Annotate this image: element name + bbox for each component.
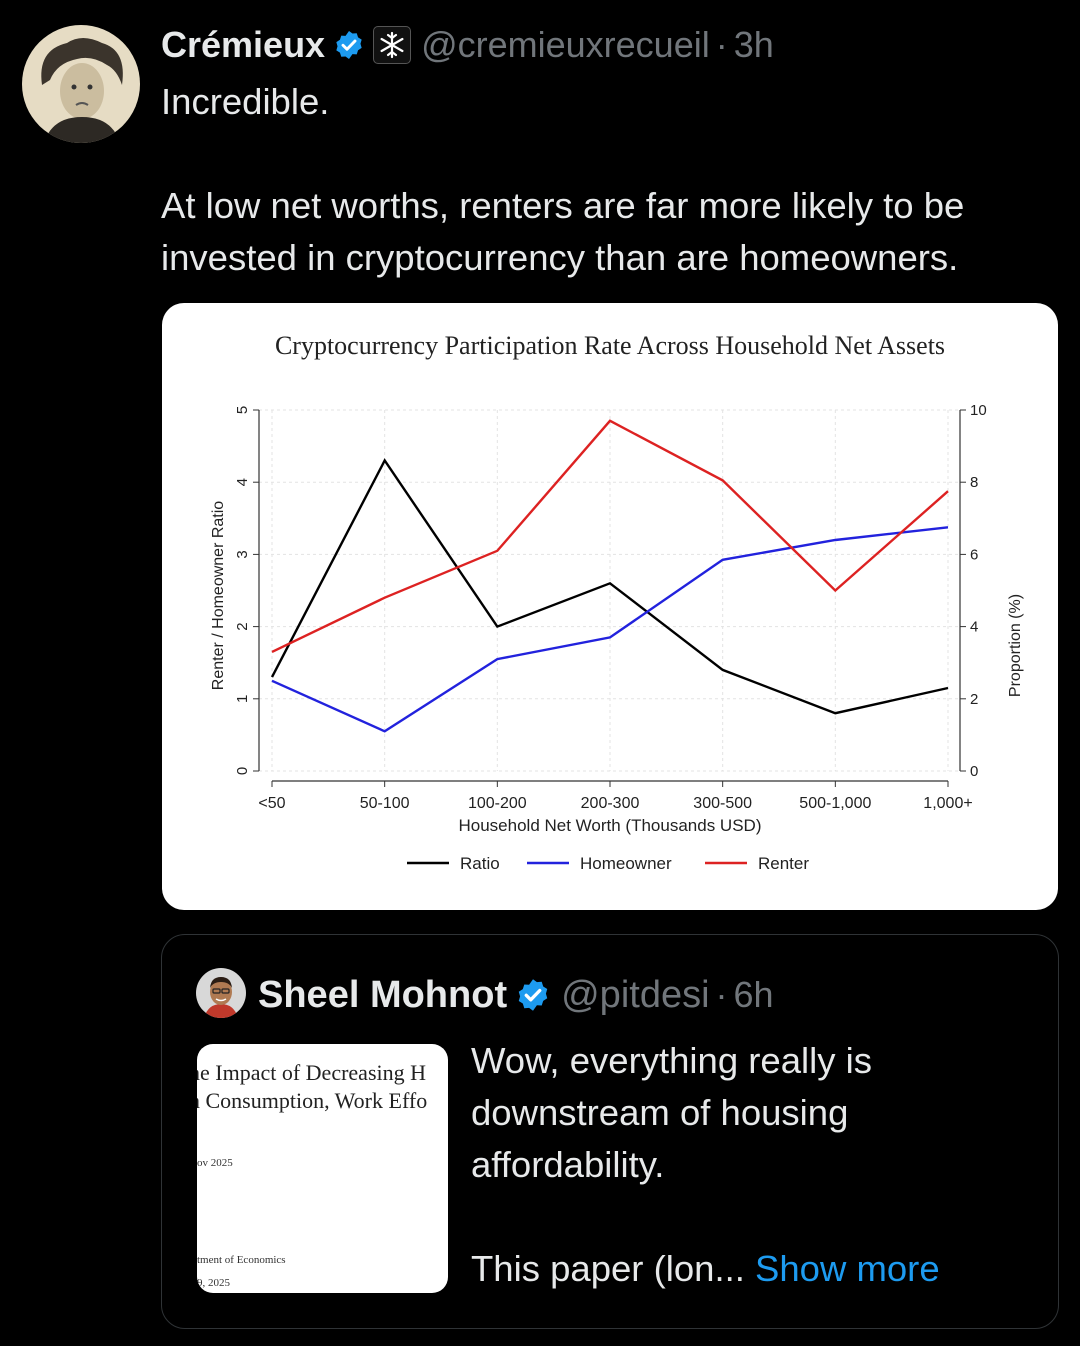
quoted-tweet[interactable]: Sheel Mohnot @pitdesi · 6h he Impact of … — [161, 934, 1059, 1329]
series-line-homeowner — [271, 526, 949, 733]
author-name[interactable]: Crémieux — [161, 24, 326, 65]
separator-dot: · — [715, 24, 728, 65]
paper-thumbnail[interactable]: he Impact of Decreasing H n Consumption,… — [197, 1044, 448, 1293]
line-chart: Cryptocurrency Participation Rate Across… — [210, 331, 1024, 873]
y-tick-label-left: 4 — [234, 478, 251, 486]
thumbnail-date: ov 2025 — [197, 1157, 233, 1169]
x-axis-label: Household Net Worth (Thousands USD) — [459, 816, 762, 835]
author-handle[interactable]: @cremieuxrecueil — [421, 24, 710, 65]
y-axis-label-right: Proportion (%) — [1007, 594, 1024, 697]
y-tick-label-left: 5 — [234, 406, 251, 414]
show-more-link[interactable]: Show more — [755, 1248, 940, 1289]
thumbnail-date-2: 9, 2025 — [197, 1277, 230, 1289]
y-tick-label-right: 4 — [970, 619, 978, 636]
y-tick-label-left: 3 — [234, 550, 251, 558]
y-tick-label-left: 2 — [234, 622, 251, 630]
thumbnail-title-line-1: he Impact of Decreasing H — [197, 1060, 427, 1085]
chart-title: Cryptocurrency Participation Rate Across… — [275, 331, 945, 360]
x-tick-label: 500-1,000 — [799, 795, 871, 812]
y-tick-label-right: 10 — [970, 402, 987, 419]
x-tick-label: 200-300 — [581, 795, 640, 812]
y-tick-label-left: 0 — [234, 767, 251, 775]
series-line-ratio — [270, 458, 949, 715]
tweet-timestamp[interactable]: 3h — [733, 24, 774, 65]
x-tick-label: 1,000+ — [923, 795, 972, 812]
x-tick-label: 300-500 — [693, 795, 752, 812]
y-tick-label-right: 6 — [970, 546, 978, 563]
legend-label-homeowner: Homeowner — [580, 854, 672, 873]
x-tick-label: 100-200 — [468, 795, 527, 812]
quoted-author-avatar[interactable] — [196, 968, 246, 1018]
y-tick-label-left: 1 — [234, 695, 251, 703]
quoted-tweet-body: Wow, everything really is downstream of … — [471, 1040, 872, 1289]
chart-image[interactable]: Cryptocurrency Participation Rate Across… — [162, 303, 1058, 910]
quoted-tweet-header: Sheel Mohnot @pitdesi · 6h — [258, 971, 774, 1019]
thumbnail-title-line-2: n Consumption, Work Effo — [197, 1088, 428, 1113]
quoted-tweet-text: Wow, everything really is downstream of … — [471, 1035, 1031, 1295]
tweet-text: Incredible. At low net worths, renters a… — [161, 81, 965, 278]
snowflake-affiliation-icon[interactable] — [373, 26, 412, 64]
thumbnail-department: tment of Economics — [197, 1254, 286, 1266]
quoted-tweet-timestamp[interactable]: 6h — [733, 974, 774, 1015]
verified-badge-icon[interactable] — [515, 977, 551, 1013]
x-tick-label: <50 — [258, 795, 285, 812]
y-tick-label-right: 0 — [970, 763, 978, 780]
separator-dot: · — [715, 974, 728, 1015]
y-tick-label-right: 2 — [970, 691, 978, 708]
author-avatar[interactable] — [22, 25, 140, 143]
y-axis-label-left: Renter / Homeowner Ratio — [210, 501, 227, 691]
quoted-author-handle[interactable]: @pitdesi — [561, 973, 710, 1016]
series-line-renter — [271, 419, 949, 653]
quoted-author-name[interactable]: Sheel Mohnot — [258, 973, 508, 1016]
legend-label-renter: Renter — [758, 854, 809, 873]
x-tick-label: 50-100 — [360, 795, 410, 812]
verified-badge-icon[interactable] — [333, 29, 365, 61]
y-tick-label-right: 8 — [970, 474, 978, 491]
tweet-header: Crémieux @cremieuxrecueil · 3h — [161, 22, 774, 68]
legend-label-ratio: Ratio — [460, 854, 500, 873]
